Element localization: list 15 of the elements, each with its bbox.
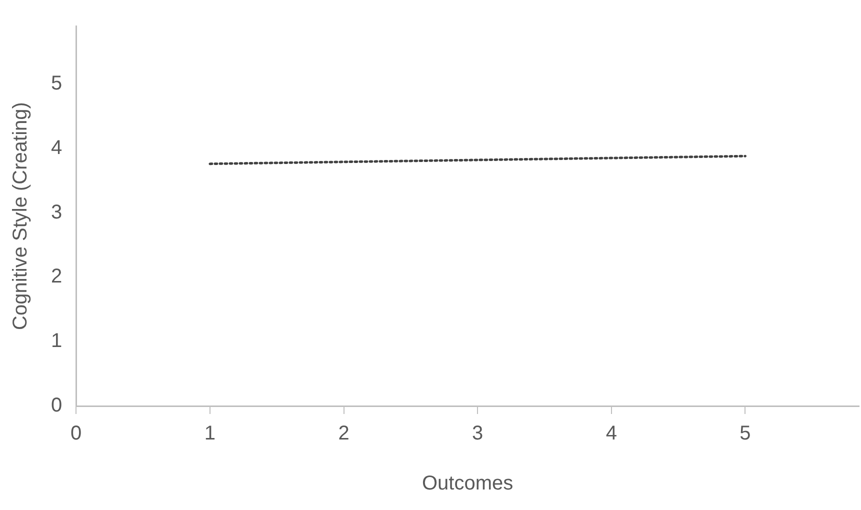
x-tick-label: 5 [740, 422, 751, 445]
x-axis-title: Outcomes [422, 472, 514, 495]
x-tick-label: 4 [606, 422, 617, 445]
y-tick-label: 5 [51, 72, 62, 94]
y-tick-label: 1 [51, 330, 62, 352]
x-tick-label: 0 [70, 422, 82, 445]
y-axis-title: Cognitive Style (Creating) [10, 102, 32, 330]
y-tick-label: 2 [51, 266, 62, 288]
y-tick-label: 0 [51, 394, 62, 417]
y-tick-label: 3 [51, 201, 62, 224]
x-tick-label: 3 [472, 422, 484, 445]
y-tick-label: 4 [51, 136, 62, 159]
x-tick-label: 1 [204, 422, 216, 445]
x-tick-label: 2 [338, 422, 350, 445]
line-series [208, 154, 746, 166]
